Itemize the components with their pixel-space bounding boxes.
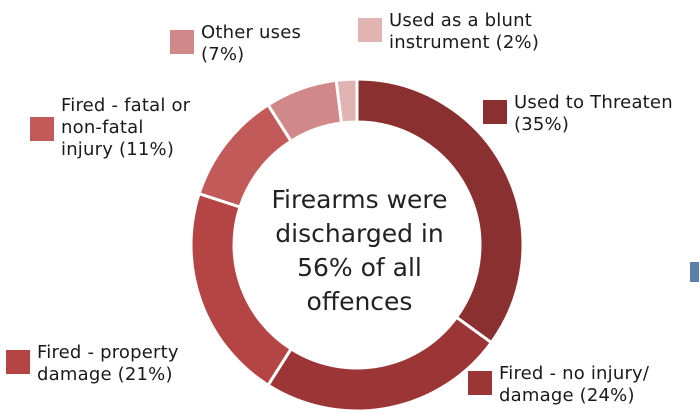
legend-item-no-injury: Fired - no injury/ damage (24%): [468, 363, 649, 407]
legend-item-other-uses: Other uses (7%): [170, 22, 301, 66]
center-annotation: Firearms were discharged in 56% of all o…: [247, 183, 472, 319]
legend-swatch: [483, 100, 507, 124]
legend-swatch: [170, 30, 194, 54]
edge-marker: [690, 262, 699, 282]
legend-label: Fired - property damage (21%): [37, 342, 179, 385]
donut-slices: [189, 77, 525, 413]
legend-label: Used as a blunt instrument (2%): [389, 10, 540, 53]
donut-slice-5: [334, 77, 359, 125]
legend-swatch: [468, 371, 492, 395]
center-line: offences: [306, 287, 413, 316]
center-line: 56% of all: [297, 253, 422, 282]
legend-swatch: [358, 18, 382, 42]
legend-label: Fired - fatal or non-fatal injury (11%): [61, 95, 191, 160]
legend-item-injury: Fired - fatal or non-fatal injury (11%): [30, 95, 190, 161]
center-line: discharged in: [275, 219, 444, 248]
legend-label: Other uses (7%): [201, 22, 302, 65]
legend-item-property-damage: Fired - property damage (21%): [6, 342, 179, 386]
legend-label: Used to Threaten (35%): [514, 92, 673, 135]
legend-swatch: [6, 350, 30, 374]
donut-slice-1: [265, 315, 494, 413]
center-line: Firearms were: [271, 185, 448, 214]
legend-swatch: [30, 117, 54, 141]
legend-item-threaten: Used to Threaten (35%): [483, 92, 673, 136]
legend-label: Fired - no injury/ damage (24%): [499, 363, 650, 406]
donut-slice-0: [355, 77, 525, 345]
legend-item-blunt-instrument: Used as a blunt instrument (2%): [358, 10, 539, 54]
